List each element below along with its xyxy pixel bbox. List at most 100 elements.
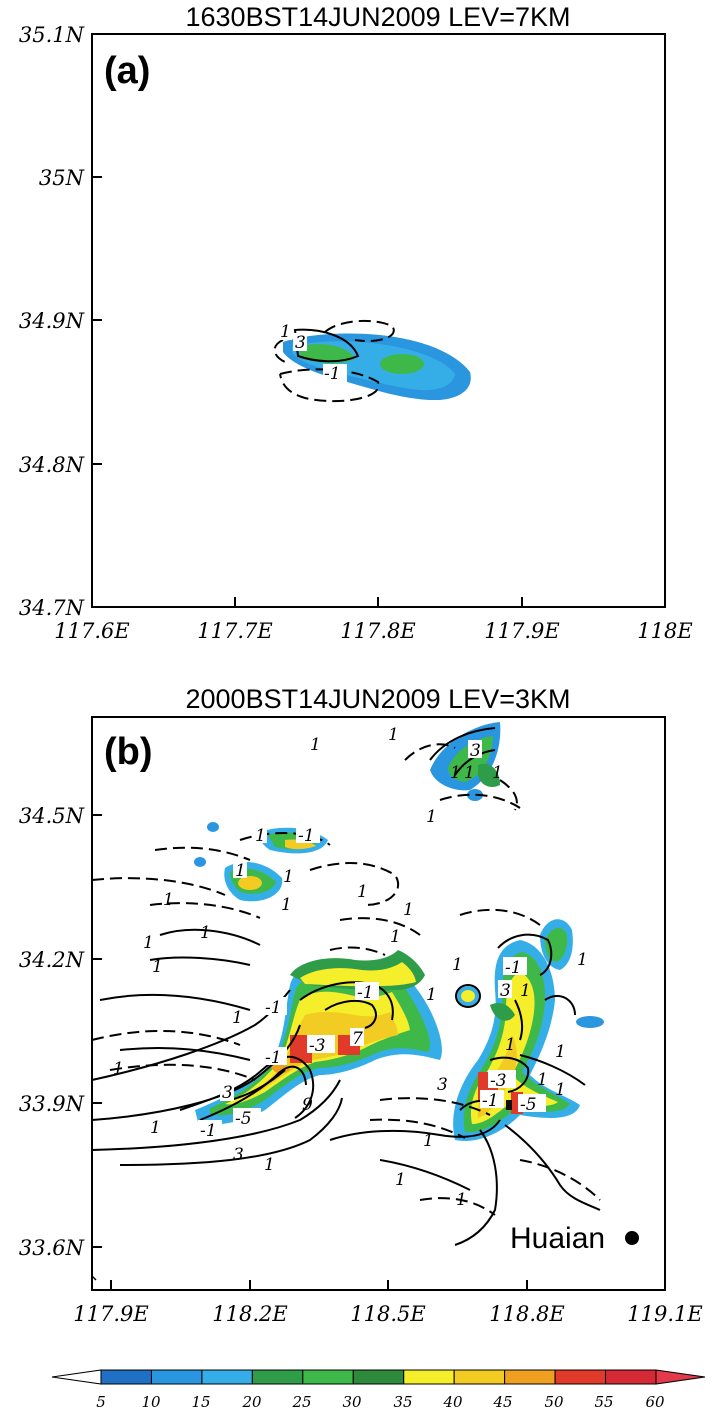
contour-label: 1: [537, 1070, 548, 1090]
contour-label: 1: [143, 933, 154, 953]
contour-label: -5: [235, 1109, 252, 1129]
colorbar-tick-label: 25: [291, 1393, 311, 1411]
panel-a-ticks: [91, 33, 666, 608]
colorbar-tick-label: 60: [645, 1393, 665, 1411]
y-tick-label: 34.8N: [19, 453, 85, 477]
contour-label: -1: [357, 983, 374, 1003]
panel-b-title: 2000BST14JUN2009 LEV=3KM: [186, 684, 571, 714]
contour-label: 1: [450, 763, 461, 783]
x-tick-label: 119.1E: [627, 1302, 702, 1326]
colorbar-boxes: [51, 1369, 706, 1385]
contour-label: 1: [464, 763, 475, 783]
colorbar: 5 10 15 20 25 30 35 40 45 50 55 60: [51, 1369, 706, 1411]
x-tick-label: 117.8E: [340, 619, 415, 643]
colorbar-box: [201, 1369, 253, 1385]
contour-label: 1: [423, 1131, 434, 1151]
contour-label: 1: [357, 882, 368, 902]
panel-a: 1630BST14JUN2009 LEV=7KM (a) 1 3 -1: [19, 2, 693, 643]
contour-label: 3: [233, 1145, 244, 1165]
colorbar-tick-label: 55: [594, 1393, 613, 1411]
panel-b-contour-labels: 1 1 3 1 1 1 1 1 -1 1 1 1 1 1 1 1 1 1 1 1…: [113, 725, 588, 1210]
colorbar-box: [352, 1369, 405, 1385]
contour-label: 1: [255, 826, 266, 846]
contour-label: -1: [505, 958, 522, 978]
contour-label: 1: [281, 895, 292, 915]
contour-label: 1: [200, 923, 211, 943]
contour-label: 3: [437, 1075, 448, 1095]
contour-label: 1: [555, 1042, 566, 1062]
contour-label: 1: [163, 890, 174, 910]
city-label: Huaian: [510, 1222, 605, 1255]
colorbar-box: [251, 1369, 304, 1385]
colorbar-box: [302, 1369, 354, 1385]
panel-b-y-tick-labels: 34.5N 34.2N 33.9N 33.6N: [19, 804, 85, 1260]
y-tick-label: 33.9N: [19, 1092, 85, 1116]
colorbar-box: [100, 1369, 152, 1385]
contour-label: -1: [482, 1091, 499, 1111]
contour-label: 1: [283, 867, 294, 887]
colorbar-ticks: 5 10 15 20 25 30 35 40 45 50 55 60: [96, 1393, 665, 1411]
contour-label: 3: [295, 333, 306, 353]
x-tick-label: 117.7E: [197, 619, 272, 643]
colorbar-box: [554, 1369, 607, 1385]
x-tick-label: 118.8E: [489, 1302, 564, 1326]
contour-label: 3: [500, 981, 511, 1001]
colorbar-tick-label: 40: [442, 1393, 463, 1411]
contour-label: -1: [265, 1048, 282, 1068]
panel-b-x-tick-labels: 117.9E 118.2E 118.5E 118.8E 119.1E: [73, 1302, 702, 1326]
contour-label: 1: [452, 955, 463, 975]
panel-a-x-tick-labels: 117.6E 117.7E 117.8E 117.9E 118E: [54, 619, 692, 643]
contour-label: 1: [152, 957, 163, 977]
contour-label: 1: [390, 927, 401, 947]
city-dot: [625, 1231, 639, 1245]
colorbar-high-arrow: [655, 1369, 706, 1385]
x-tick-label: 118E: [637, 619, 692, 643]
contour-label: 1: [403, 900, 414, 920]
panel-a-reflectivity: [283, 333, 471, 401]
contour-label: 1: [232, 1008, 243, 1028]
y-tick-label: 33.6N: [19, 1236, 85, 1260]
contour-label: -1: [298, 826, 315, 846]
colorbar-tick-label: 30: [342, 1393, 362, 1411]
colorbar-tick-label: 35: [393, 1393, 412, 1411]
y-tick-label: 34.5N: [19, 804, 85, 828]
contour-label: 1: [113, 1059, 124, 1079]
y-tick-label: 35.1N: [19, 23, 85, 47]
colorbar-tick-label: 20: [241, 1393, 262, 1411]
contour-label: 1: [426, 985, 437, 1005]
panel-a-title: 1630BST14JUN2009 LEV=7KM: [186, 2, 571, 32]
contour-label: 1: [150, 1118, 161, 1138]
contour-label: -1: [324, 364, 341, 384]
colorbar-tick-label: 50: [544, 1393, 564, 1411]
colorbar-tick-label: 10: [141, 1393, 161, 1411]
contour-label: 1: [310, 735, 321, 755]
contour-label: 1: [456, 1190, 467, 1210]
contour-label: 1: [426, 807, 437, 827]
x-tick-label: 117.9E: [73, 1302, 148, 1326]
colorbar-low-arrow: [51, 1369, 102, 1385]
contour-label: 1: [235, 861, 246, 881]
colorbar-box: [150, 1369, 203, 1385]
colorbar-tick-label: 5: [96, 1393, 106, 1411]
y-tick-label: 34.7N: [19, 596, 85, 620]
contour-label: 1: [520, 981, 531, 1001]
panel-b-frame: [91, 716, 666, 1291]
x-tick-label: 118.2E: [212, 1302, 287, 1326]
colorbar-box: [453, 1369, 506, 1385]
contour-label: -1: [265, 998, 282, 1018]
colorbar-box: [605, 1369, 657, 1385]
panel-b: 2000BST14JUN2009 LEV=3KM (b): [19, 684, 703, 1326]
contour-label: 1: [555, 1080, 566, 1100]
x-tick-label: 117.6E: [54, 619, 129, 643]
panel-b-ticks: [92, 814, 666, 1290]
panel-a-frame: [91, 33, 666, 608]
contour-label: 9: [302, 1095, 313, 1115]
y-tick-label: 35N: [39, 166, 85, 190]
colorbar-tick-label: 45: [492, 1393, 512, 1411]
y-tick-label: 34.9N: [19, 309, 85, 333]
contour-label: 7: [352, 1029, 363, 1049]
panel-b-label: (b): [104, 731, 153, 773]
contour-label: 1: [577, 950, 588, 970]
contour-label: 3: [222, 1083, 233, 1103]
